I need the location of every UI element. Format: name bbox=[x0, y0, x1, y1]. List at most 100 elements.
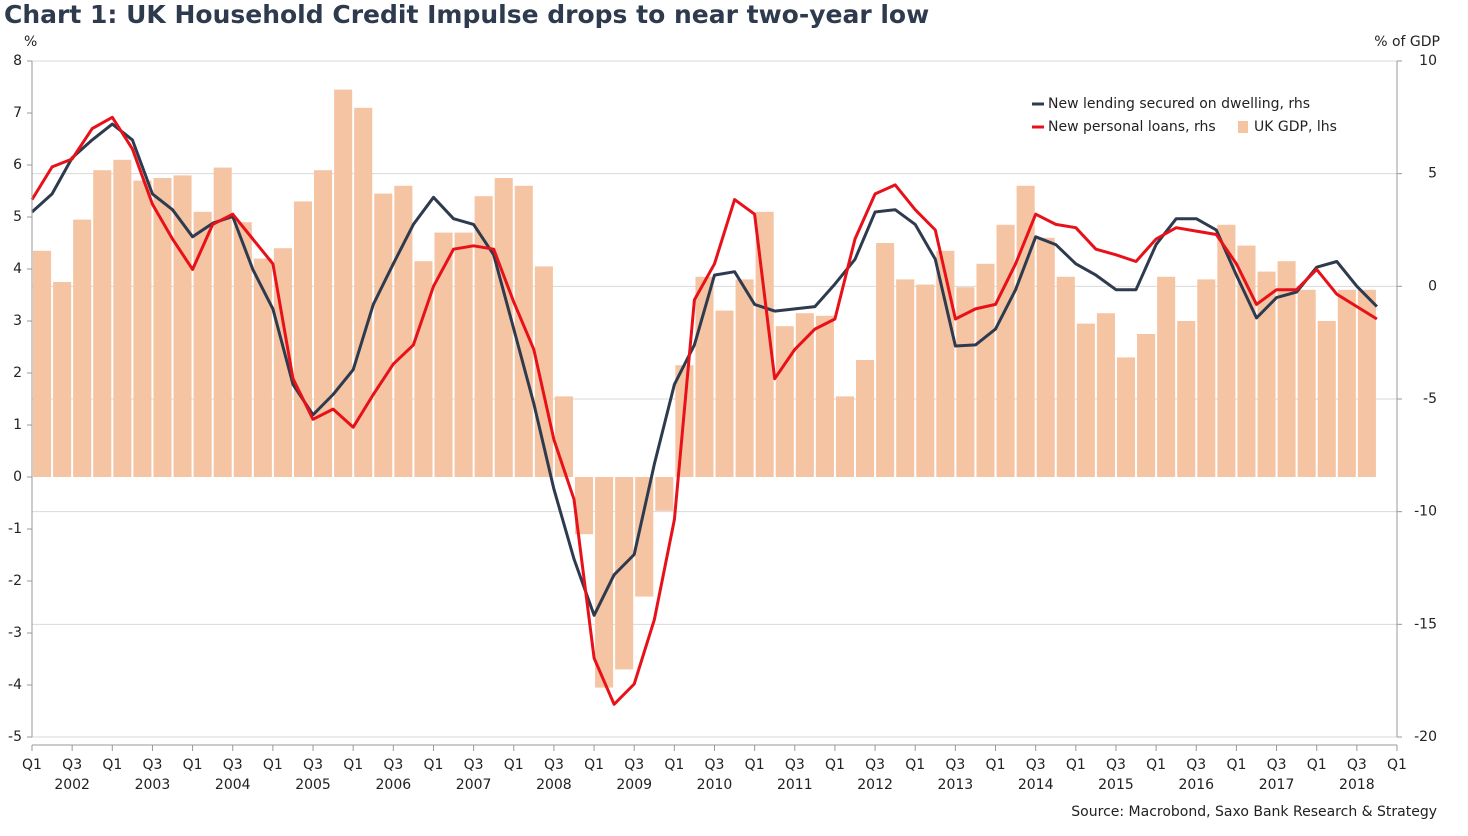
bar bbox=[655, 477, 674, 511]
bar bbox=[1137, 334, 1156, 477]
bar bbox=[1056, 276, 1075, 477]
bar bbox=[1337, 289, 1356, 477]
line bbox=[30, 122, 1378, 617]
bar bbox=[213, 167, 232, 477]
bar bbox=[454, 232, 473, 477]
year-label: 2008 bbox=[536, 777, 572, 793]
x-tick-label: Q1 bbox=[1066, 757, 1086, 773]
y-tick-label: 3 bbox=[13, 313, 22, 329]
x-tick-label: Q3 bbox=[464, 757, 484, 773]
bar bbox=[133, 180, 152, 477]
bar bbox=[1357, 289, 1376, 477]
year-label: 2016 bbox=[1178, 777, 1214, 793]
x-tick-label: Q1 bbox=[102, 757, 122, 773]
year-label: 2003 bbox=[135, 777, 171, 793]
x-tick-label: Q1 bbox=[1226, 757, 1246, 773]
y-tick-label: 5 bbox=[13, 209, 22, 225]
bar bbox=[755, 211, 774, 478]
y2-axis-label: % of GDP bbox=[1374, 34, 1440, 50]
y-tick-label: 4 bbox=[13, 261, 22, 277]
bar bbox=[795, 313, 814, 477]
y2-tick-label: -20 bbox=[1414, 729, 1437, 745]
bar bbox=[635, 477, 654, 597]
line bbox=[30, 115, 1378, 706]
bar bbox=[253, 258, 272, 477]
bar bbox=[434, 232, 453, 477]
bar bbox=[173, 175, 192, 477]
bar bbox=[1297, 289, 1316, 477]
bar bbox=[996, 224, 1015, 477]
bar bbox=[916, 284, 935, 477]
x-tick-label: Q1 bbox=[504, 757, 524, 773]
x-tick-label: Q1 bbox=[584, 757, 604, 773]
bar bbox=[494, 178, 513, 477]
year-label: 2005 bbox=[295, 777, 331, 793]
bar bbox=[1217, 224, 1236, 477]
bar bbox=[936, 250, 955, 477]
bar bbox=[153, 178, 172, 477]
bar bbox=[394, 185, 413, 478]
bar bbox=[93, 170, 112, 477]
x-tick-label: Q3 bbox=[1026, 757, 1046, 773]
x-tick-label: Q3 bbox=[383, 757, 403, 773]
y2-tick-label: 10 bbox=[1419, 53, 1437, 69]
year-label: 2017 bbox=[1259, 777, 1295, 793]
bar bbox=[273, 248, 292, 477]
x-tick-label: Q1 bbox=[905, 757, 925, 773]
y-tick-label: -3 bbox=[8, 625, 22, 641]
y2-tick-label: 5 bbox=[1428, 166, 1437, 182]
x-tick-label: Q3 bbox=[1186, 757, 1206, 773]
x-tick-label: Q3 bbox=[1267, 757, 1287, 773]
bar bbox=[856, 360, 875, 477]
year-label: 2013 bbox=[938, 777, 974, 793]
bar bbox=[1177, 321, 1196, 477]
x-tick-label: Q3 bbox=[142, 757, 162, 773]
bar bbox=[815, 315, 834, 477]
y-axis-label: % bbox=[24, 34, 37, 50]
y2-tick-label: -5 bbox=[1423, 391, 1437, 407]
year-label: 2011 bbox=[777, 777, 813, 793]
legend-swatch bbox=[1238, 121, 1248, 133]
bar bbox=[715, 310, 734, 477]
x-tick-label: Q3 bbox=[62, 757, 82, 773]
bar bbox=[33, 250, 52, 477]
y-tick-label: 7 bbox=[13, 105, 22, 121]
x-tick-label: Q1 bbox=[263, 757, 283, 773]
legend-label: New lending secured on dwelling, rhs bbox=[1048, 96, 1310, 112]
year-label: 2018 bbox=[1339, 777, 1375, 793]
bar bbox=[1157, 276, 1176, 477]
year-label: 2009 bbox=[616, 777, 652, 793]
x-tick-label: Q3 bbox=[624, 757, 644, 773]
bar bbox=[193, 211, 212, 478]
x-tick-label: Q3 bbox=[785, 757, 805, 773]
bar bbox=[314, 170, 333, 477]
bar bbox=[1116, 357, 1136, 477]
source: Source: Macrobond, Saxo Bank Research & … bbox=[1071, 804, 1437, 820]
bar bbox=[1076, 323, 1095, 477]
x-tick-label: Q1 bbox=[1307, 757, 1327, 773]
bar bbox=[1317, 321, 1336, 477]
y-tick-label: 6 bbox=[13, 157, 22, 173]
bar bbox=[775, 326, 794, 477]
bar bbox=[1036, 237, 1055, 477]
x-tick-label: Q3 bbox=[303, 757, 323, 773]
bar bbox=[595, 477, 614, 688]
x-tick-label: Q1 bbox=[343, 757, 363, 773]
x-tick-label: Q1 bbox=[745, 757, 765, 773]
bar bbox=[53, 282, 72, 477]
bar bbox=[1277, 261, 1296, 477]
bar bbox=[514, 185, 533, 478]
bar bbox=[976, 263, 995, 477]
y-tick-label: 0 bbox=[13, 469, 22, 485]
bar bbox=[835, 396, 855, 477]
chart-title: Chart 1: UK Household Credit Impulse dro… bbox=[4, 0, 929, 29]
bar bbox=[1016, 185, 1035, 478]
x-tick-label: Q1 bbox=[986, 757, 1006, 773]
x-tick-label: Q1 bbox=[825, 757, 845, 773]
bar bbox=[354, 107, 373, 478]
lines bbox=[30, 115, 1378, 706]
legend-label: New personal loans, rhs bbox=[1048, 119, 1216, 135]
y2-tick-label: -15 bbox=[1414, 616, 1437, 632]
